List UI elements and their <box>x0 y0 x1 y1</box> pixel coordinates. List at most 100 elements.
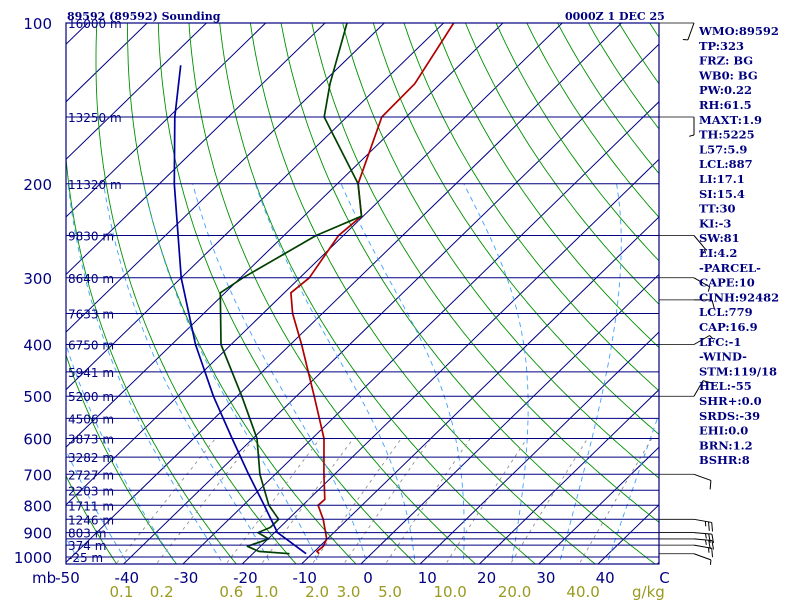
dewpoint-line <box>219 23 363 555</box>
wind-barb <box>659 553 712 565</box>
moist-adiabat <box>143 183 320 564</box>
height-label: 4506 m <box>68 412 114 426</box>
moist-adiabat <box>606 412 659 564</box>
mixing-ratio-label: 40.0 <box>566 583 599 600</box>
temperature-tick-label: C <box>659 569 669 587</box>
wind-barb <box>659 518 714 532</box>
isotherm <box>122 43 659 564</box>
dry-adiabat <box>95 23 297 564</box>
index-value: WB0: BG <box>698 68 758 82</box>
isotherm <box>66 23 207 161</box>
pressure-tick-label: 200 <box>23 176 52 194</box>
index-value: -WIND- <box>699 350 747 364</box>
height-label: 1711 m <box>68 499 114 513</box>
wind-barb <box>659 299 715 309</box>
temperature-tick-label: -50 <box>55 569 80 587</box>
isotherm <box>66 23 504 448</box>
isotherm <box>66 23 326 276</box>
index-value: BSHR:8 <box>699 453 750 467</box>
temperature-tick-label: 10 <box>418 569 437 587</box>
wind-barb <box>659 335 714 345</box>
dry-adiabat <box>249 23 596 564</box>
mixing-ratio-line <box>225 438 321 564</box>
pressure-tick-label: 100 <box>23 15 52 33</box>
wind-barb <box>659 538 714 550</box>
wind-barb <box>659 22 695 41</box>
dry-adiabat <box>372 23 659 435</box>
dry-adiabat <box>434 23 659 349</box>
isotherm <box>66 23 385 333</box>
height-label: 7633 m <box>68 308 114 322</box>
isotherm <box>66 23 267 218</box>
index-value: LCL:887 <box>699 157 753 171</box>
dry-adiabat <box>66 353 178 564</box>
height-label: 2203 m <box>68 484 114 498</box>
moist-adiabat <box>103 183 272 564</box>
temperature-tick-label: 0 <box>363 569 373 587</box>
height-label: 5941 m <box>68 366 114 380</box>
isotherm <box>419 331 659 564</box>
height-label: 16000 m <box>68 17 122 31</box>
mixing-ratio-label: 5.0 <box>378 583 402 600</box>
isotherm <box>66 23 444 391</box>
mixing-ratio-unit: g/kg <box>632 583 665 600</box>
index-value: MAXT:1.9 <box>699 113 762 127</box>
wind-barb <box>659 544 714 558</box>
mixing-ratio-line <box>155 438 255 564</box>
dry-adiabat <box>66 23 237 564</box>
dry-adiabat <box>311 23 659 523</box>
wind-barb <box>659 235 706 254</box>
index-value: WMO:89592 <box>698 24 779 38</box>
isotherm <box>478 388 659 564</box>
temperature-tick-label: -40 <box>115 569 140 587</box>
moist-adiabat <box>340 183 465 564</box>
isotherm <box>360 273 659 564</box>
wind-barb <box>659 277 711 292</box>
temperature-tick-label: 40 <box>596 569 615 587</box>
wind-barb <box>659 116 695 137</box>
mixing-ratio-label: 1.0 <box>254 583 278 600</box>
height-label: 6750 m <box>68 339 114 353</box>
isotherm <box>537 446 659 564</box>
pressure-tick-label: 1000 <box>14 549 52 567</box>
height-label: 11320 m <box>68 178 122 192</box>
dry-adiabat <box>66 474 118 564</box>
isotherm <box>66 23 622 564</box>
plot-area <box>66 23 659 564</box>
wind-barb <box>659 380 712 397</box>
mixing-ratio-label: 0.2 <box>150 583 174 600</box>
pressure-tick-label: 500 <box>23 388 52 406</box>
index-value: TP:323 <box>699 39 744 53</box>
index-value: LFC:-1 <box>699 335 741 349</box>
dry-adiabat <box>495 23 659 262</box>
mixing-ratio-line <box>445 438 528 564</box>
mixing-ratio-label: 3.0 <box>337 583 361 600</box>
wind-barb <box>659 532 714 544</box>
moist-adiabat <box>463 183 529 564</box>
isotherm <box>300 216 659 564</box>
index-value: -PARCEL- <box>699 261 761 275</box>
dry-adiabat <box>342 23 659 479</box>
plot-frame <box>65 22 660 565</box>
mixing-ratio-line <box>260 438 354 564</box>
height-label: 9830 m <box>68 229 114 243</box>
temperature-tick-label: -20 <box>233 569 258 587</box>
index-value: EHI:0.0 <box>699 424 748 438</box>
temperature-tick-label: -30 <box>174 569 199 587</box>
dry-adiabat <box>403 23 659 392</box>
dry-adiabat <box>219 23 537 564</box>
moist-adiabat <box>192 183 368 564</box>
index-value: CAP:16.9 <box>699 320 758 334</box>
mixing-ratio-line <box>578 438 653 564</box>
index-value: STM:119/18 <box>699 364 777 378</box>
dry-adiabat <box>280 23 656 564</box>
index-value: LI:17.1 <box>699 172 745 186</box>
index-value: FRZ: BG <box>699 54 753 68</box>
pressure-tick-label: 600 <box>23 431 52 449</box>
index-value: SW:81 <box>699 231 740 245</box>
sounding-time: 0000Z 1 DEC 25 <box>565 10 665 23</box>
index-value: HEL:-55 <box>699 379 752 393</box>
height-label: 374 m <box>68 539 106 553</box>
mixing-ratio-line <box>115 438 216 564</box>
